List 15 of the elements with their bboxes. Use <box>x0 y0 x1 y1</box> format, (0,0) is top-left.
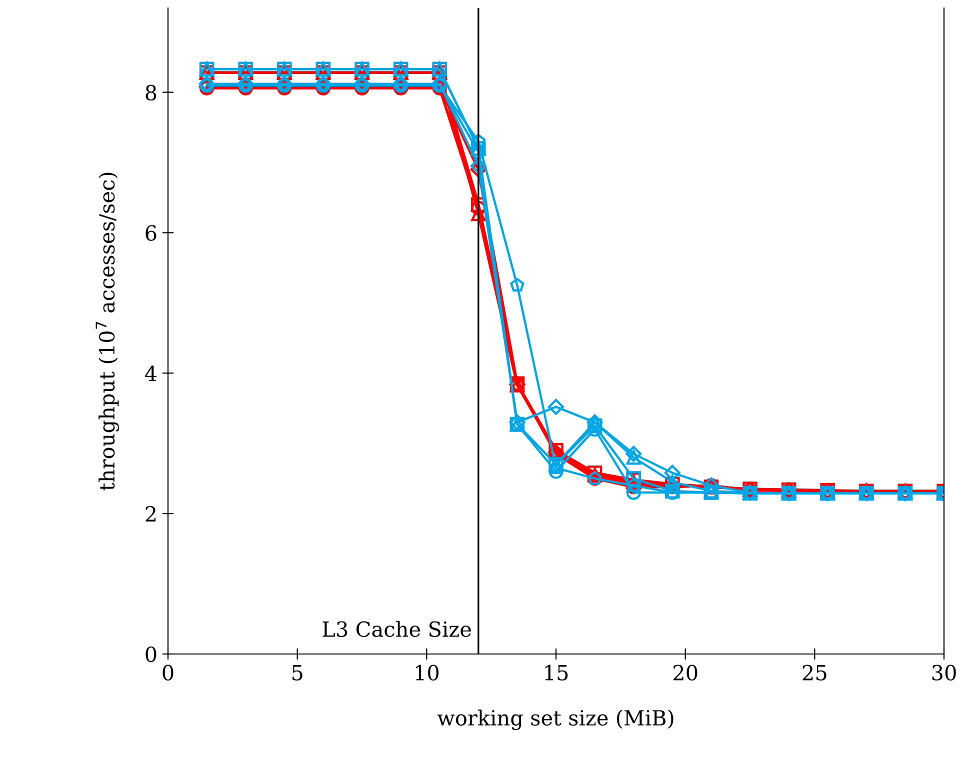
x-tick-label: 10 <box>416 664 439 681</box>
x-tick-label: 25 <box>802 664 826 681</box>
x-tick-label: 5 <box>292 665 302 681</box>
y-axis-title: throughput (10$^{7}$ accesses/sec) <box>96 172 120 490</box>
x-axis-title: working set size (MiB) <box>437 710 674 730</box>
y-tick-label: 0 <box>146 646 156 662</box>
ref-line-label: L3 Cache Size <box>322 620 471 638</box>
x-tick-label: 30 <box>932 664 956 681</box>
y-tick-label: 2 <box>146 506 156 522</box>
x-tick-label: 20 <box>673 664 698 681</box>
y-tick-label: 4 <box>144 366 157 382</box>
y-tick-label: 6 <box>146 225 156 241</box>
x-tick-label: 0 <box>162 664 174 681</box>
y-tick-label: 8 <box>146 84 156 100</box>
x-tick-label: 15 <box>545 664 568 681</box>
